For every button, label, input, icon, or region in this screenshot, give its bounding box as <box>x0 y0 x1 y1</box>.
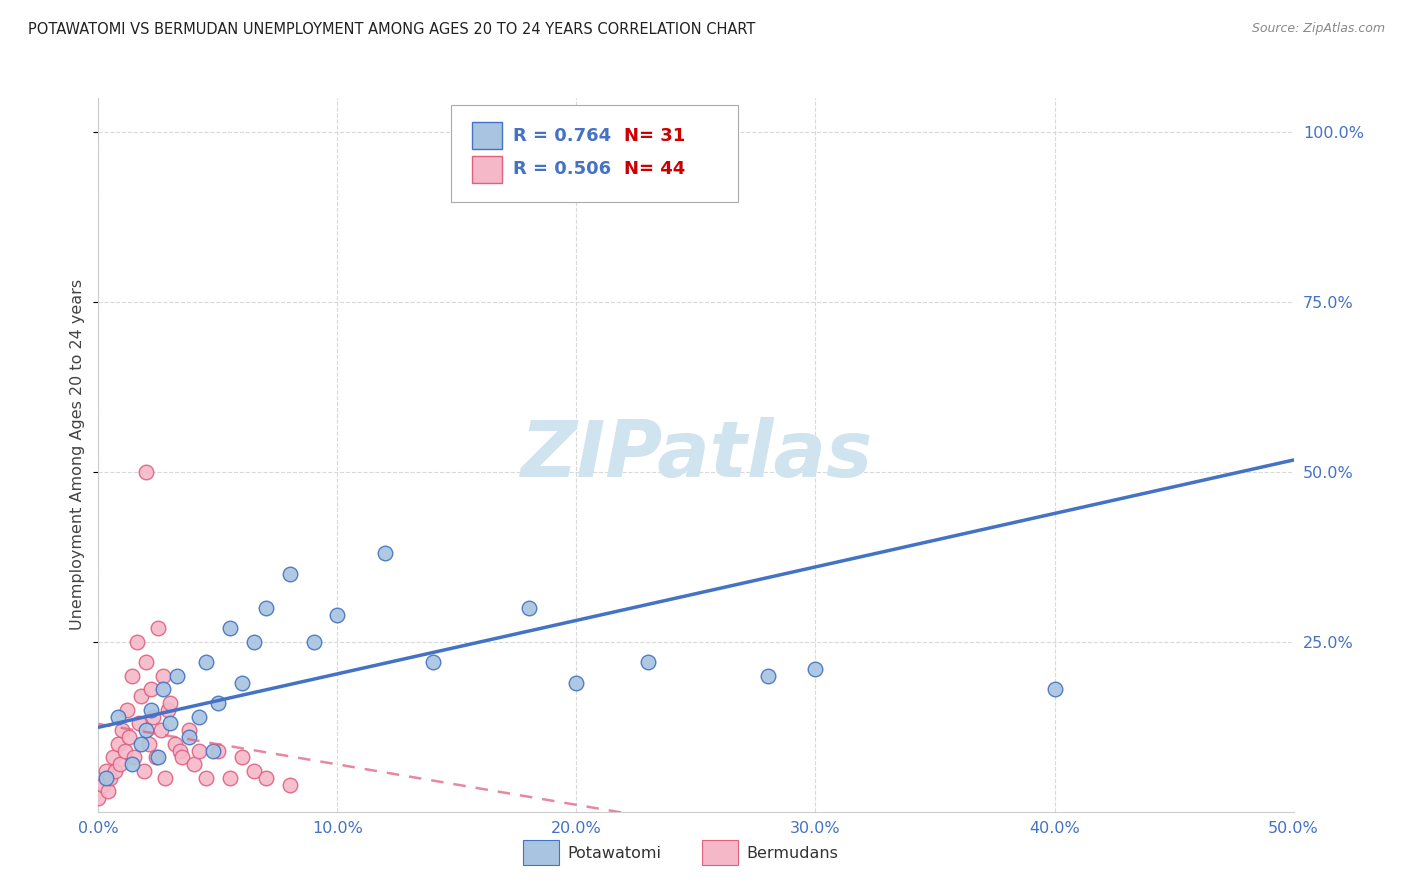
Point <box>278 778 301 792</box>
Point <box>139 703 162 717</box>
Point <box>149 723 172 738</box>
Point <box>107 737 129 751</box>
Point <box>94 764 117 778</box>
Point <box>231 750 253 764</box>
Point <box>637 655 659 669</box>
Text: R = 0.506: R = 0.506 <box>513 161 612 178</box>
Point <box>254 600 277 615</box>
Point <box>254 771 277 785</box>
Point <box>207 696 229 710</box>
Point <box>219 621 242 635</box>
Point <box>187 709 209 723</box>
Point <box>131 689 153 703</box>
Point <box>163 737 186 751</box>
Point <box>135 465 157 479</box>
Point <box>302 635 325 649</box>
Point <box>142 709 165 723</box>
Point <box>107 709 129 723</box>
Text: POTAWATOMI VS BERMUDAN UNEMPLOYMENT AMONG AGES 20 TO 24 YEARS CORRELATION CHART: POTAWATOMI VS BERMUDAN UNEMPLOYMENT AMON… <box>28 22 755 37</box>
Point <box>156 703 179 717</box>
Point <box>159 716 181 731</box>
Point <box>183 757 205 772</box>
Point <box>131 737 153 751</box>
Point <box>152 682 174 697</box>
Point <box>422 655 444 669</box>
Point <box>115 703 138 717</box>
Point <box>98 771 122 785</box>
Point <box>101 750 124 764</box>
Point <box>94 771 117 785</box>
Point <box>159 696 181 710</box>
Point <box>172 750 194 764</box>
Point <box>135 723 157 738</box>
Point <box>121 669 143 683</box>
Point <box>187 743 209 757</box>
Point <box>278 566 301 581</box>
Point <box>166 669 188 683</box>
Point <box>169 743 191 757</box>
Text: Source: ZipAtlas.com: Source: ZipAtlas.com <box>1251 22 1385 36</box>
Point <box>207 743 229 757</box>
Point <box>104 764 127 778</box>
Point <box>152 669 174 683</box>
Point <box>243 764 266 778</box>
Point <box>108 757 131 772</box>
Point <box>231 675 253 690</box>
Point <box>132 764 155 778</box>
Bar <box>472 122 502 150</box>
Point <box>139 682 162 697</box>
Text: R = 0.764: R = 0.764 <box>513 127 612 145</box>
Point <box>145 750 167 764</box>
Bar <box>523 840 558 865</box>
Point <box>756 669 779 683</box>
Point <box>517 600 540 615</box>
Point <box>804 662 827 676</box>
Point <box>91 778 114 792</box>
Point <box>194 655 218 669</box>
Text: N= 44: N= 44 <box>624 161 686 178</box>
Point <box>326 607 349 622</box>
Text: Bermudans: Bermudans <box>747 846 838 861</box>
Point <box>148 621 170 635</box>
Point <box>194 771 218 785</box>
Bar <box>472 156 502 183</box>
Point <box>565 675 588 690</box>
Point <box>135 655 157 669</box>
Text: Potawatomi: Potawatomi <box>567 846 661 861</box>
Point <box>202 743 225 757</box>
Point <box>243 635 266 649</box>
Point <box>155 771 177 785</box>
Point <box>97 784 120 798</box>
Point <box>138 737 160 751</box>
Y-axis label: Unemployment Among Ages 20 to 24 years: Unemployment Among Ages 20 to 24 years <box>70 279 86 631</box>
Text: N= 31: N= 31 <box>624 127 686 145</box>
Point <box>87 791 110 805</box>
Point <box>179 730 201 744</box>
FancyBboxPatch shape <box>451 105 738 202</box>
Point <box>125 635 148 649</box>
Point <box>1043 682 1066 697</box>
Point <box>121 757 143 772</box>
Point <box>114 743 136 757</box>
Point <box>219 771 242 785</box>
Point <box>124 750 146 764</box>
Point <box>148 750 170 764</box>
Point <box>179 723 201 738</box>
Point <box>374 546 396 560</box>
Point <box>118 730 141 744</box>
Text: ZIPatlas: ZIPatlas <box>520 417 872 493</box>
Point <box>111 723 134 738</box>
Bar <box>702 840 738 865</box>
Point <box>128 716 150 731</box>
